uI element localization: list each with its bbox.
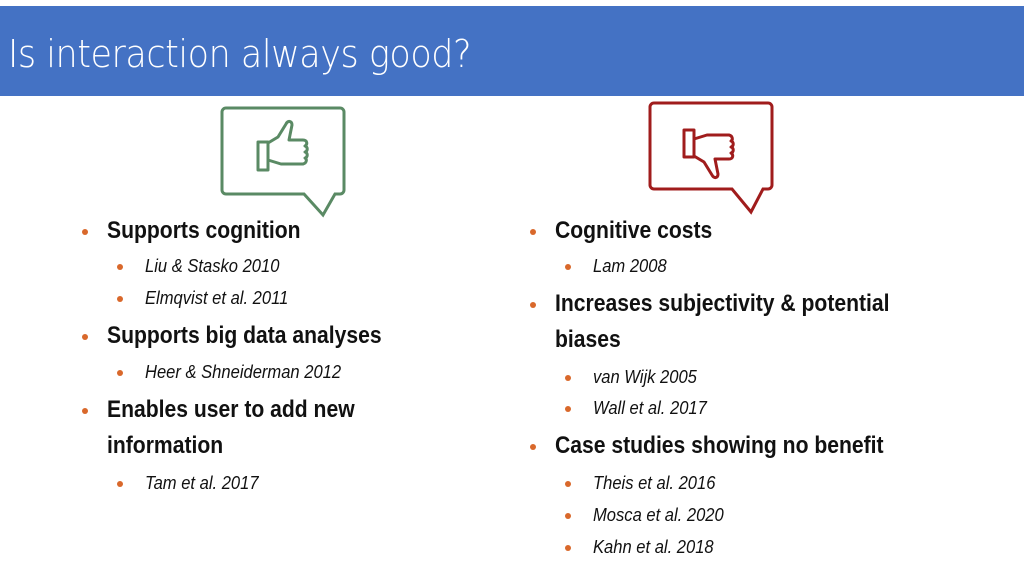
reference-item: Tam et al. 2017 — [145, 473, 259, 493]
reference-item: Mosca et al. 2020 — [593, 505, 724, 525]
bullet-icon — [565, 406, 571, 412]
bullet-icon — [117, 264, 123, 270]
bullet-icon — [530, 444, 536, 450]
bullet-item: information — [107, 432, 224, 459]
reference-item: Wall et al. 2017 — [593, 398, 707, 418]
bullet-icon — [565, 375, 571, 381]
bullet-item: Supports cognition — [107, 217, 301, 244]
bullet-icon — [82, 408, 88, 414]
bullet-icon — [117, 370, 123, 376]
reference-item: Lam 2008 — [593, 256, 667, 276]
bullet-icon — [117, 296, 123, 302]
bullet-item: Case studies showing no benefit — [555, 432, 884, 459]
thumbs-up-speech-bubble-icon — [220, 106, 346, 218]
bullet-item: Cognitive costs — [555, 217, 713, 244]
reference-item: Liu & Stasko 2010 — [145, 256, 280, 276]
bullet-item: Enables user to add new — [107, 396, 355, 423]
bullet-icon — [117, 481, 123, 487]
bullet-icon — [530, 229, 536, 235]
bullet-item: Increases subjectivity & potential — [555, 290, 890, 317]
bullet-item: Supports big data analyses — [107, 322, 382, 349]
bullet-icon — [82, 229, 88, 235]
bullet-icon — [565, 481, 571, 487]
reference-item: Elmqvist et al. 2011 — [145, 288, 289, 308]
bullet-icon — [565, 513, 571, 519]
title-bar: Is interaction always good? — [0, 6, 1024, 96]
slide-title: Is interaction always good? — [8, 32, 472, 76]
bullet-icon — [530, 302, 536, 308]
reference-item: van Wijk 2005 — [593, 367, 697, 387]
reference-item: Theis et al. 2016 — [593, 473, 716, 493]
reference-item: Heer & Shneiderman 2012 — [145, 362, 342, 382]
bullet-icon — [82, 334, 88, 340]
bullet-icon — [565, 545, 571, 551]
bullet-item: biases — [555, 326, 621, 353]
thumbs-down-speech-bubble-icon — [648, 101, 774, 215]
reference-item: Kahn et al. 2018 — [593, 537, 714, 557]
bullet-icon — [565, 264, 571, 270]
